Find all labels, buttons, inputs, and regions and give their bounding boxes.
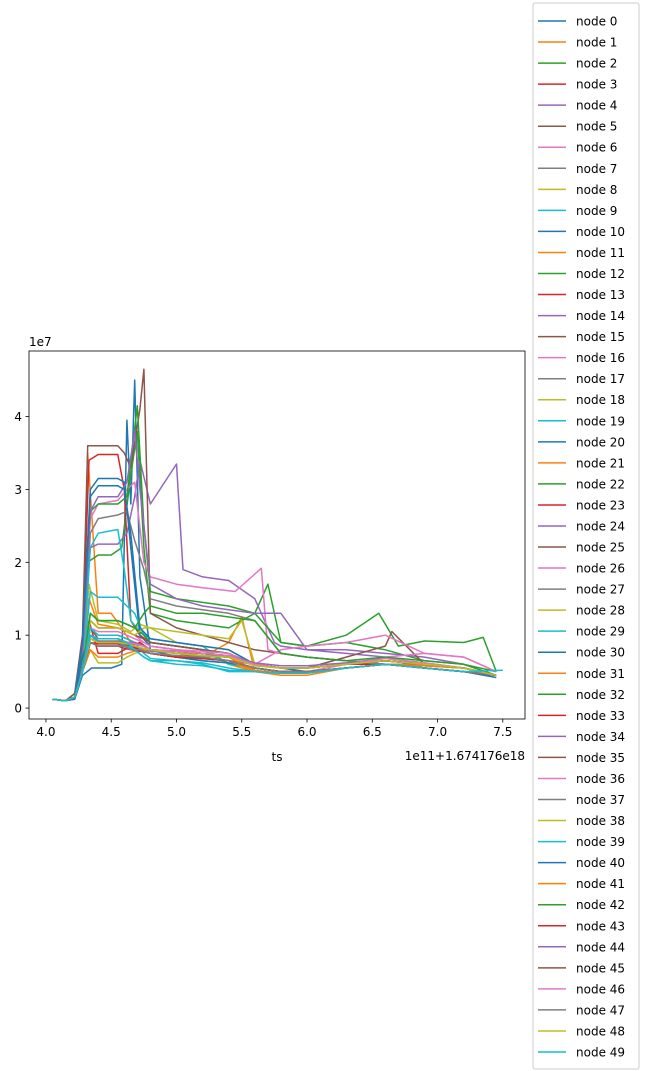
- legend-label: node 48: [576, 1024, 625, 1038]
- legend-label: node 42: [576, 898, 625, 912]
- legend-label: node 40: [576, 856, 625, 870]
- legend-label: node 25: [576, 541, 625, 555]
- y-axis-ticks: 0 1 2 3 4: [14, 410, 29, 716]
- y-tick-label: 3: [14, 483, 22, 497]
- x-tick-label: 4.5: [102, 725, 121, 739]
- legend-label: node 36: [576, 772, 625, 786]
- series-line-node-32: [52, 605, 497, 702]
- legend-label: node 16: [576, 351, 625, 365]
- plot-series-group: [52, 368, 503, 702]
- legend-label: node 19: [576, 414, 625, 428]
- legend-frame: [532, 2, 640, 1070]
- legend-label: node 43: [576, 919, 625, 933]
- legend-label: node 17: [576, 372, 625, 386]
- legend-label: node 34: [576, 730, 625, 744]
- legend-label: node 1: [576, 36, 617, 50]
- legend-label: node 26: [576, 562, 625, 576]
- legend-label: node 9: [576, 204, 617, 218]
- x-tick-label: 7.5: [493, 725, 512, 739]
- legend-label: node 41: [576, 877, 625, 891]
- legend-label: node 28: [576, 604, 625, 618]
- legend-label: node 33: [576, 709, 625, 723]
- legend-label: node 39: [576, 835, 625, 849]
- x-axis-offset-label: 1e11+1.674176e18: [405, 749, 525, 763]
- plot-frame: [28, 350, 526, 720]
- x-tick-label: 7.0: [428, 725, 447, 739]
- legend-label: node 10: [576, 225, 625, 239]
- legend-label: node 49: [576, 1046, 625, 1060]
- legend-label: node 47: [576, 1003, 625, 1017]
- legend-label: node 35: [576, 751, 625, 765]
- x-tick-label: 6.5: [363, 725, 382, 739]
- x-tick-label: 5.0: [167, 725, 186, 739]
- y-tick-label: 0: [14, 702, 22, 716]
- legend-label: node 45: [576, 961, 625, 975]
- legend-label: node 5: [576, 120, 617, 134]
- y-tick-label: 1: [14, 629, 22, 643]
- legend-label: node 30: [576, 646, 625, 660]
- legend-label: node 12: [576, 267, 625, 281]
- legend-label: node 46: [576, 982, 625, 996]
- legend-label: node 7: [576, 162, 617, 176]
- x-axis-ticks: 4.0 4.5 5.0 5.5 6.0 6.5 7.0 7.5: [36, 719, 512, 739]
- legend-label: node 0: [576, 15, 617, 29]
- legend: node 0 node 1 node 2 node 3 node 4 node 5 node…: [532, 2, 640, 1070]
- legend-label: node 20: [576, 435, 625, 449]
- legend-label: node 44: [576, 940, 625, 954]
- legend-label: node 31: [576, 667, 625, 681]
- y-axis-scale-label: 1e7: [29, 335, 52, 349]
- legend-label: node 13: [576, 288, 625, 302]
- y-tick-label: 2: [14, 556, 22, 570]
- x-axis-label: ts: [272, 750, 283, 764]
- legend-label: node 6: [576, 141, 617, 155]
- legend-label: node 2: [576, 57, 617, 71]
- legend-label: node 23: [576, 498, 625, 512]
- legend-label: node 3: [576, 78, 617, 92]
- legend-label: node 11: [576, 246, 625, 260]
- x-tick-label: 5.5: [232, 725, 251, 739]
- legend-label: node 14: [576, 309, 625, 323]
- legend-label: node 21: [576, 456, 625, 470]
- x-tick-label: 4.0: [36, 725, 55, 739]
- legend-label: node 24: [576, 519, 625, 533]
- legend-label: node 29: [576, 625, 625, 639]
- x-tick-label: 6.0: [297, 725, 316, 739]
- y-tick-label: 4: [14, 410, 22, 424]
- legend-label: node 15: [576, 330, 625, 344]
- legend-label: node 27: [576, 583, 625, 597]
- legend-label: node 8: [576, 183, 617, 197]
- legend-label: node 32: [576, 688, 625, 702]
- legend-label: node 18: [576, 393, 625, 407]
- legend-label: node 4: [576, 99, 617, 113]
- legend-label: node 38: [576, 814, 625, 828]
- series-line-node-49: [52, 634, 503, 702]
- legend-label: node 22: [576, 477, 625, 491]
- legend-label: node 37: [576, 793, 625, 807]
